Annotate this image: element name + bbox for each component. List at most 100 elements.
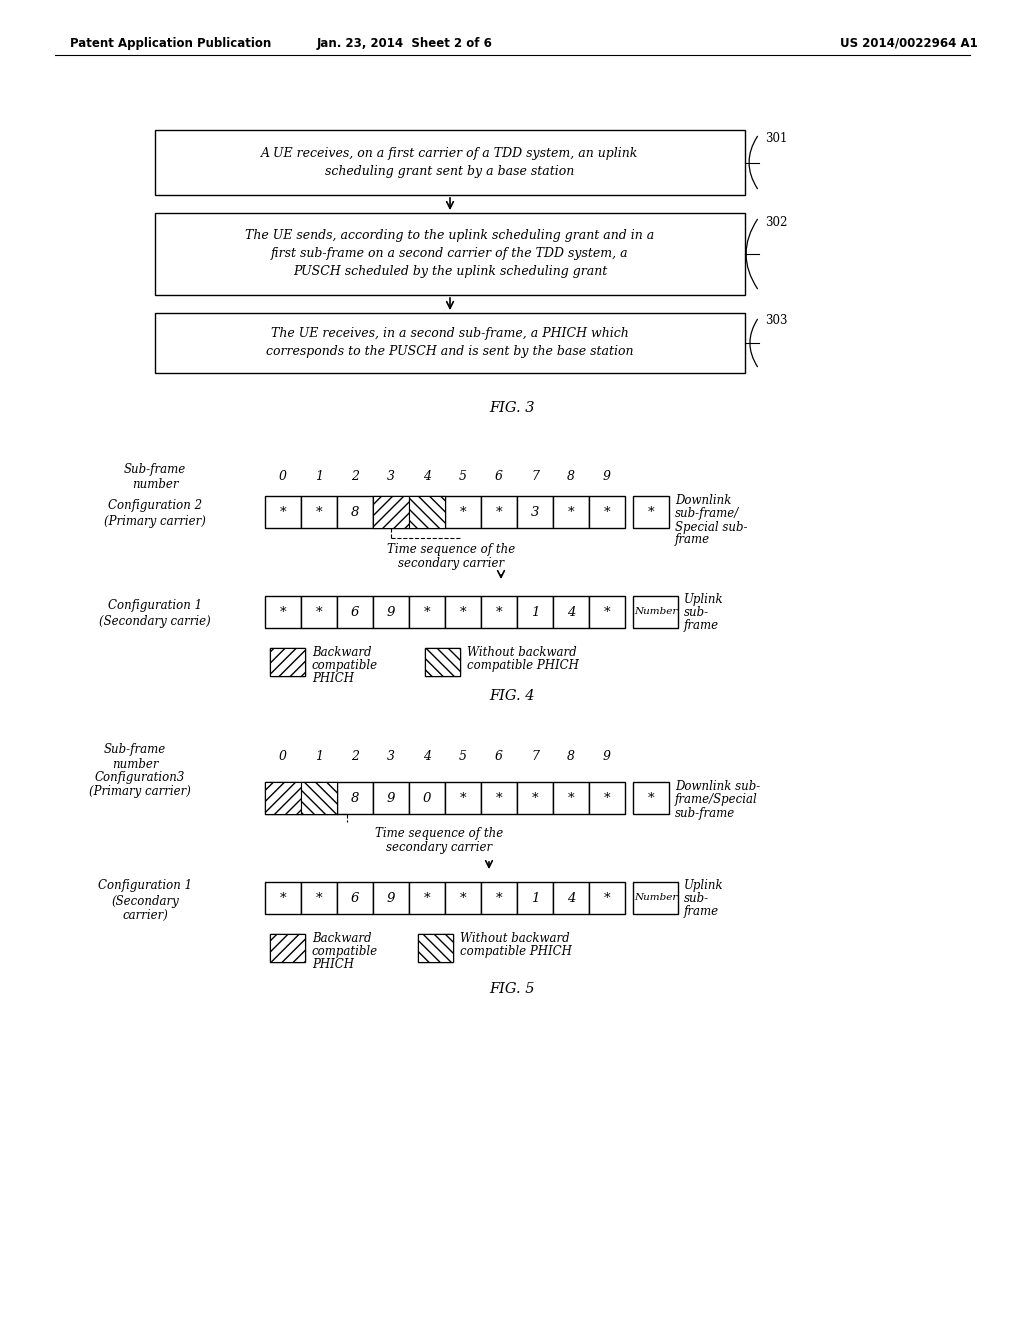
Text: 4: 4 bbox=[423, 470, 431, 483]
Text: (Primary carrier): (Primary carrier) bbox=[89, 785, 190, 799]
Text: *: * bbox=[496, 891, 503, 904]
Text: *: * bbox=[567, 506, 574, 519]
Text: 303: 303 bbox=[765, 314, 787, 327]
Text: *: * bbox=[315, 606, 323, 619]
Bar bbox=[265, 781, 301, 814]
Bar bbox=[301, 496, 337, 528]
Text: 8: 8 bbox=[351, 792, 359, 804]
Text: *: * bbox=[604, 792, 610, 804]
Bar bbox=[265, 882, 301, 913]
Bar bbox=[589, 597, 625, 628]
Text: 301: 301 bbox=[765, 132, 787, 144]
Text: Configuration 1: Configuration 1 bbox=[108, 598, 202, 611]
Text: 0: 0 bbox=[279, 750, 287, 763]
Bar bbox=[270, 648, 305, 676]
Text: Time sequence of the: Time sequence of the bbox=[375, 828, 503, 841]
Bar bbox=[155, 313, 745, 374]
Bar bbox=[301, 781, 337, 814]
Text: 2: 2 bbox=[351, 470, 359, 483]
Text: Configuration3: Configuration3 bbox=[95, 771, 185, 784]
Bar bbox=[589, 496, 625, 528]
Bar bbox=[553, 496, 589, 528]
Text: *: * bbox=[280, 506, 287, 519]
Text: 1: 1 bbox=[315, 750, 323, 763]
Text: *: * bbox=[496, 506, 503, 519]
Text: 3: 3 bbox=[530, 506, 540, 519]
Text: 9: 9 bbox=[603, 750, 611, 763]
Text: compatible: compatible bbox=[312, 945, 378, 957]
Text: Sub-frame: Sub-frame bbox=[103, 743, 166, 756]
Text: The UE sends, according to the uplink scheduling grant and in a
first sub-frame : The UE sends, according to the uplink sc… bbox=[246, 230, 654, 279]
Text: *: * bbox=[496, 792, 503, 804]
Text: *: * bbox=[460, 792, 466, 804]
Text: *: * bbox=[604, 891, 610, 904]
Text: Configuration 1: Configuration 1 bbox=[98, 879, 193, 892]
Bar bbox=[481, 781, 517, 814]
Text: *: * bbox=[648, 506, 654, 519]
Text: 0: 0 bbox=[279, 470, 287, 483]
Text: *: * bbox=[531, 792, 539, 804]
Text: Backward: Backward bbox=[312, 932, 372, 945]
Text: 5: 5 bbox=[459, 750, 467, 763]
Bar bbox=[301, 781, 337, 814]
Bar bbox=[373, 781, 409, 814]
Text: Uplink: Uplink bbox=[684, 879, 724, 891]
Text: (Secondary: (Secondary bbox=[112, 895, 179, 908]
Text: sub-: sub- bbox=[684, 606, 710, 619]
Bar bbox=[517, 882, 553, 913]
Text: compatible PHICH: compatible PHICH bbox=[467, 659, 579, 672]
Bar bbox=[373, 496, 409, 528]
Bar bbox=[409, 496, 445, 528]
Text: compatible: compatible bbox=[312, 659, 378, 672]
Text: 6: 6 bbox=[351, 606, 359, 619]
Bar bbox=[301, 597, 337, 628]
Text: 4: 4 bbox=[423, 750, 431, 763]
Text: FIG. 4: FIG. 4 bbox=[489, 689, 535, 704]
Text: FIG. 5: FIG. 5 bbox=[489, 982, 535, 997]
Text: 4: 4 bbox=[567, 891, 575, 904]
Bar bbox=[418, 935, 453, 962]
Bar bbox=[517, 781, 553, 814]
Bar bbox=[481, 597, 517, 628]
Bar bbox=[418, 935, 453, 962]
Text: sub-frame: sub-frame bbox=[675, 807, 735, 820]
Bar bbox=[373, 882, 409, 913]
Text: frame/Special: frame/Special bbox=[675, 793, 758, 807]
Bar bbox=[270, 935, 305, 962]
Text: Without backward: Without backward bbox=[467, 645, 577, 659]
Text: Sub-frame: Sub-frame bbox=[124, 463, 186, 477]
Bar bbox=[445, 781, 481, 814]
Bar bbox=[425, 648, 460, 676]
Text: sub-: sub- bbox=[684, 891, 710, 904]
Text: Downlink sub-: Downlink sub- bbox=[675, 780, 760, 793]
Bar bbox=[155, 213, 745, 294]
Text: 0: 0 bbox=[423, 792, 431, 804]
Bar bbox=[445, 882, 481, 913]
Text: Special sub-: Special sub- bbox=[675, 520, 748, 533]
Text: *: * bbox=[424, 606, 430, 619]
Text: *: * bbox=[460, 506, 466, 519]
Text: Configuration 2: Configuration 2 bbox=[108, 499, 202, 511]
Bar bbox=[265, 597, 301, 628]
Text: Uplink: Uplink bbox=[684, 593, 724, 606]
Text: compatible PHICH: compatible PHICH bbox=[460, 945, 571, 957]
Bar bbox=[553, 781, 589, 814]
Text: Patent Application Publication: Patent Application Publication bbox=[70, 37, 271, 49]
Text: US 2014/0022964 A1: US 2014/0022964 A1 bbox=[840, 37, 978, 49]
Bar bbox=[337, 597, 373, 628]
Text: frame: frame bbox=[684, 619, 719, 631]
Text: A UE receives, on a first carrier of a TDD system, an uplink
scheduling grant se: A UE receives, on a first carrier of a T… bbox=[261, 147, 639, 178]
Text: PHICH: PHICH bbox=[312, 957, 354, 970]
Text: 8: 8 bbox=[351, 506, 359, 519]
Text: Number: Number bbox=[634, 894, 677, 903]
Bar bbox=[265, 781, 301, 814]
Text: *: * bbox=[496, 606, 503, 619]
Text: 9: 9 bbox=[387, 606, 395, 619]
Bar bbox=[481, 496, 517, 528]
Text: *: * bbox=[280, 606, 287, 619]
Text: 6: 6 bbox=[495, 750, 503, 763]
Bar bbox=[517, 597, 553, 628]
Text: 8: 8 bbox=[567, 750, 575, 763]
Bar bbox=[481, 882, 517, 913]
Text: *: * bbox=[315, 891, 323, 904]
